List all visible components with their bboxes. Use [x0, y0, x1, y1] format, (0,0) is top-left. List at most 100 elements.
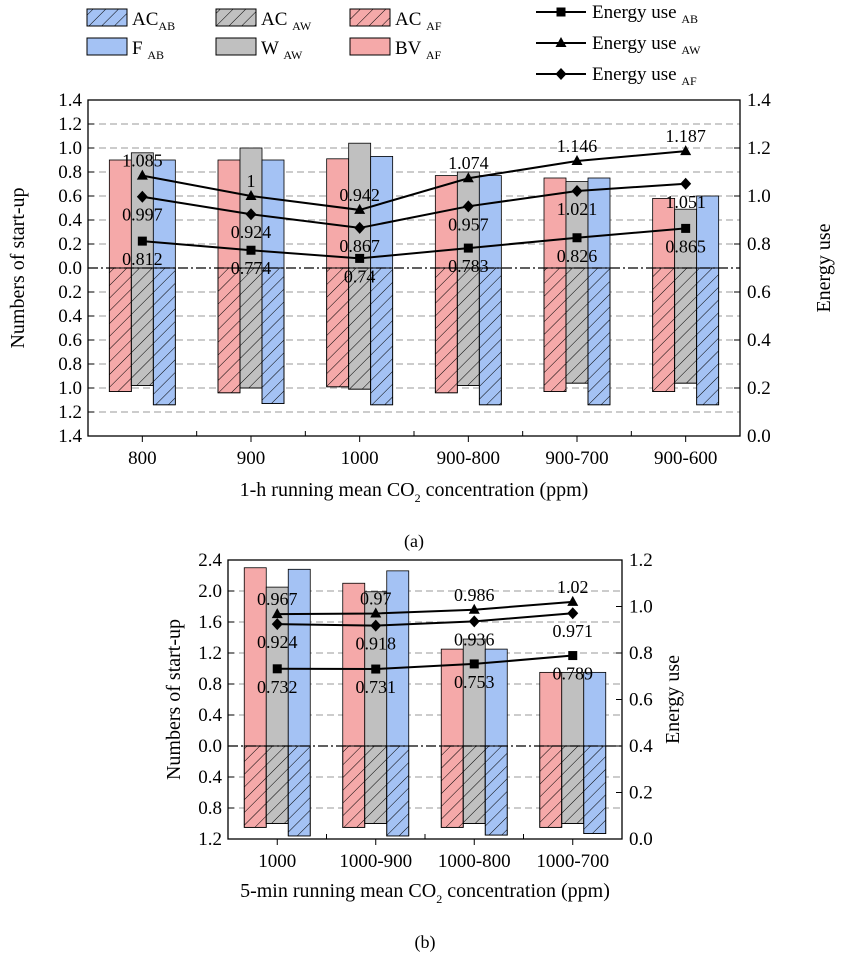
- bar-down-hatch: [364, 745, 388, 824]
- bar-down-hatch: [440, 745, 464, 828]
- energy-point-diamond: [354, 221, 366, 234]
- y-tick-label: 2.4: [198, 550, 222, 571]
- energy-data-label: 0.967: [257, 589, 298, 609]
- x-tick-label: 1000: [341, 448, 379, 469]
- x-tick-label: 1000-900: [339, 851, 412, 872]
- y-tick-label: 1.2: [58, 402, 82, 423]
- bar-down-hatch: [539, 745, 563, 828]
- energy-data-label: 0.957: [448, 214, 489, 234]
- y2-tick-label: 0.0: [629, 829, 653, 850]
- legend-bar-label-1: AC AW: [261, 9, 312, 33]
- y-axis-title: Numbers of start-up: [163, 619, 185, 780]
- energy-point-square: [246, 245, 256, 255]
- y-tick-label: 0.2: [58, 282, 82, 303]
- legend-swatch-3: [86, 37, 128, 56]
- y-tick-label: 0.0: [58, 258, 82, 279]
- legend-line-label-0-sub: AB: [681, 12, 698, 26]
- bar-down-hatch: [130, 267, 154, 386]
- energy-point-square: [568, 651, 578, 661]
- legend-bar-label-4-main: W: [261, 38, 283, 59]
- y-tick-label: 0.2: [58, 234, 82, 255]
- y-tick-label: 0.4: [58, 210, 82, 231]
- energy-data-label: 0.971: [553, 621, 594, 641]
- bar-down-hatch: [243, 745, 267, 828]
- legend-line-label-0: Energy use AB: [592, 2, 698, 26]
- energy-data-label: 0.732: [257, 677, 298, 697]
- x-tick-label: 800: [128, 448, 157, 469]
- bar-down-hatch: [652, 267, 676, 392]
- energy-data-label: 0.986: [454, 585, 495, 605]
- bar-down-hatch: [108, 267, 132, 392]
- bar-down-hatch: [239, 267, 263, 389]
- bar-down-hatch: [370, 267, 394, 406]
- energy-data-label: 1: [247, 171, 256, 191]
- energy-data-label: 1.074: [448, 153, 489, 173]
- y-tick-label: 1.2: [198, 643, 222, 664]
- energy-point-diamond: [462, 200, 474, 213]
- legend-line-label-1-main: Energy use: [592, 33, 681, 54]
- energy-data-label: 1.187: [665, 126, 706, 146]
- energy-data-label: 0.918: [356, 634, 397, 654]
- energy-line-diamond: [277, 612, 573, 627]
- energy-data-label: 1.146: [557, 136, 598, 156]
- y-tick-label: 1.2: [198, 829, 222, 850]
- bar-down-hatch: [456, 267, 480, 386]
- legend-bar-label-1-sub: AW: [292, 19, 312, 33]
- bar-down-hatch: [484, 745, 508, 836]
- y-tick-label: 2.0: [198, 581, 222, 602]
- legend-bar-label-3: F AB: [132, 38, 164, 62]
- legend-line-label-2-sub: AF: [681, 74, 697, 88]
- y-tick-label: 0.6: [58, 186, 82, 207]
- bar-down-hatch: [386, 745, 410, 837]
- energy-line-diamond: [142, 182, 686, 229]
- bar-down-hatch: [696, 267, 720, 406]
- energy-point-square: [469, 659, 479, 669]
- y-tick-label: 1.4: [58, 90, 82, 111]
- energy-data-label: 0.924: [231, 222, 272, 242]
- bar-down-hatch: [478, 267, 502, 406]
- energy-data-label: 1.02: [557, 577, 589, 597]
- energy-point-triangle: [370, 607, 382, 618]
- legend-bar-label-0: ACAB: [132, 9, 175, 33]
- energy-line-square: [277, 654, 573, 671]
- y2-tick-label: 1.4: [747, 90, 771, 111]
- legend-bar-label-0-main: AC: [132, 9, 158, 30]
- energy-data-label: 1.051: [665, 192, 706, 212]
- legend-swatch-4: [215, 37, 257, 56]
- bar-up-af: [440, 648, 464, 747]
- y-tick-label: 0.8: [198, 674, 222, 695]
- bar-down-hatch: [561, 745, 585, 824]
- bar-down-hatch: [152, 267, 176, 406]
- y2-tick-label: 0.6: [747, 282, 771, 303]
- energy-point-square: [371, 664, 381, 674]
- x-tick-label: 900-600: [654, 448, 717, 469]
- x-axis-title-pre: 5-min running mean CO: [240, 880, 436, 902]
- legend-bar-label-3-sub: AB: [147, 48, 164, 62]
- legend-bar-label-4-sub: AW: [283, 48, 303, 62]
- legend-marker-2: [555, 68, 567, 80]
- energy-data-label: 0.924: [257, 632, 298, 652]
- energy-point-square: [681, 223, 691, 233]
- x-axis-title: 5-min running mean CO2 concentration (pp…: [240, 880, 610, 906]
- energy-point-diamond: [136, 190, 148, 203]
- energy-point-triangle: [680, 145, 692, 156]
- energy-point-square: [572, 233, 582, 243]
- bar-down-hatch: [217, 267, 241, 394]
- energy-point-diamond: [468, 615, 480, 628]
- legend-marker-1: [555, 37, 567, 47]
- bar-down-hatch: [434, 267, 458, 394]
- energy-data-label: 0.783: [448, 256, 489, 276]
- x-axis-title: 1-h running mean CO2 concentration (ppm): [240, 479, 589, 505]
- x-tick-label: 1000-800: [438, 851, 511, 872]
- bar-down-hatch: [287, 745, 311, 837]
- bar-down-hatch: [261, 267, 285, 405]
- energy-line-triangle: [277, 600, 573, 616]
- energy-point-square: [463, 243, 473, 253]
- energy-point-triangle: [354, 203, 366, 214]
- energy-data-label: 0.753: [454, 672, 495, 692]
- energy-point-diamond: [567, 607, 579, 620]
- y-axis-title: Numbers of start-up: [7, 187, 29, 348]
- bar-down-hatch: [265, 745, 289, 824]
- y-tick-label: 0.6: [58, 330, 82, 351]
